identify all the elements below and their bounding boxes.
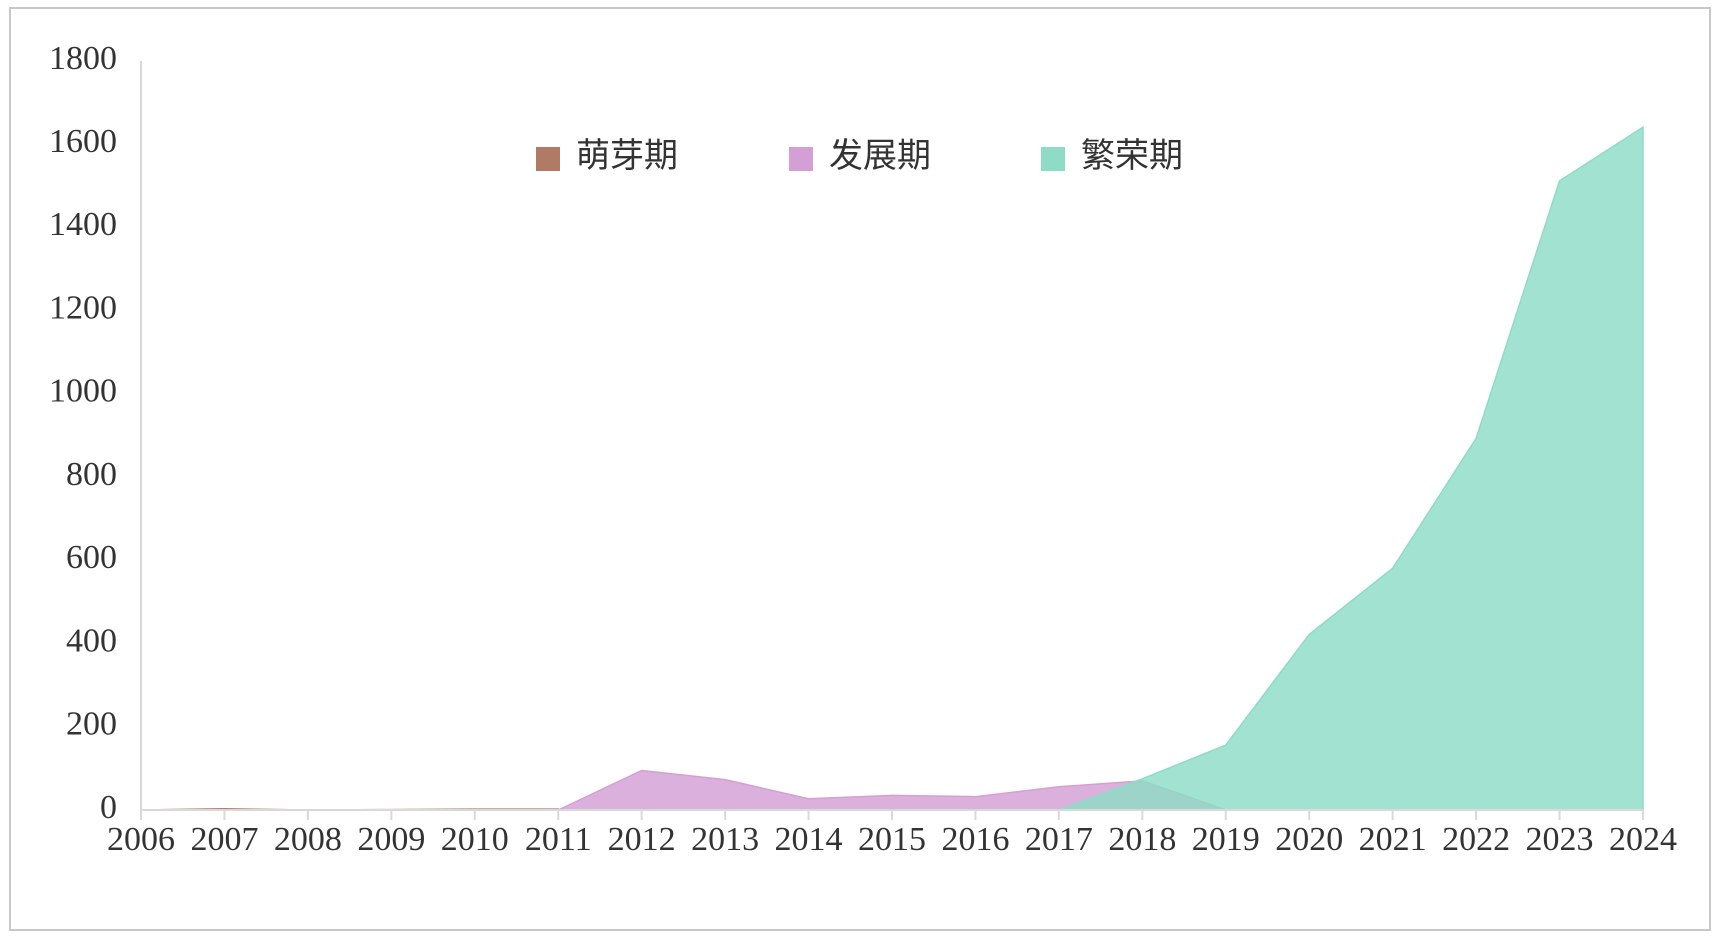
y-tick-label: 0 <box>100 789 117 826</box>
y-tick-label: 800 <box>66 456 117 493</box>
y-tick-label: 200 <box>66 706 117 743</box>
y-tick-label: 400 <box>66 622 117 659</box>
x-tick-label: 2021 <box>1359 821 1427 858</box>
x-tick-label: 2013 <box>691 821 759 858</box>
y-tick-label: 1800 <box>49 40 117 77</box>
x-tick-label: 2018 <box>1108 821 1176 858</box>
x-tick-label: 2011 <box>525 821 592 858</box>
legend-label: 繁荣期 <box>1081 137 1183 175</box>
area <box>1058 125 1644 811</box>
x-tick-label: 2016 <box>941 821 1009 858</box>
x-tick-label: 2012 <box>608 821 676 858</box>
legend-swatch <box>789 147 813 171</box>
x-tick-label: 2007 <box>190 821 258 858</box>
x-tick-label: 2009 <box>357 821 425 858</box>
x-tick-label: 2024 <box>1609 821 1677 858</box>
x-tick-label: 2008 <box>274 821 342 858</box>
legend-swatch <box>1041 147 1065 171</box>
x-tick-label: 2006 <box>107 821 175 858</box>
y-tick-label: 1600 <box>49 123 117 160</box>
x-tick-label: 2010 <box>441 821 509 858</box>
legend-label: 发展期 <box>829 137 931 175</box>
x-tick-label: 2022 <box>1442 821 1510 858</box>
y-tick-label: 600 <box>66 539 117 576</box>
x-tick-label: 2015 <box>858 821 926 858</box>
y-tick-label: 1200 <box>49 289 117 326</box>
x-tick-label: 2023 <box>1526 821 1594 858</box>
y-tick-label: 1400 <box>49 206 117 243</box>
legend-label: 萌芽期 <box>576 137 678 175</box>
x-tick-label: 2014 <box>775 821 843 858</box>
x-tick-label: 2020 <box>1275 821 1343 858</box>
x-tick-label: 2017 <box>1025 821 1093 858</box>
x-tick-label: 2019 <box>1192 821 1260 858</box>
legend-swatch <box>536 147 560 171</box>
y-tick-label: 1000 <box>49 373 117 410</box>
